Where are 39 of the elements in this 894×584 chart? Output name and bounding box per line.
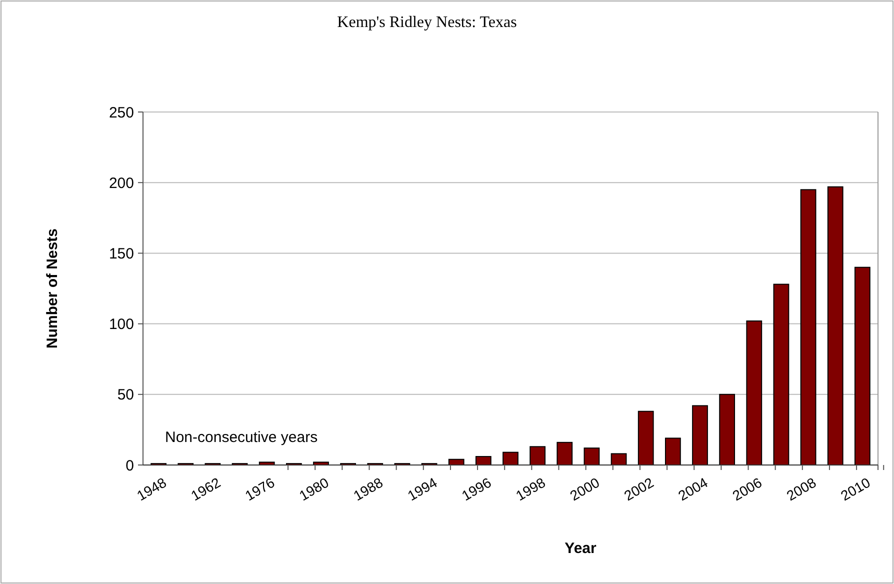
bar (773, 284, 790, 466)
x-tick-label: 1976 (242, 474, 278, 504)
bar (638, 410, 654, 466)
x-axis-title: Year (564, 540, 597, 557)
bar (530, 446, 546, 466)
y-tick-label: 100 (108, 316, 134, 334)
bar (664, 438, 681, 466)
y-tick-label: 250 (108, 104, 134, 122)
bar (827, 186, 844, 466)
x-tick-label: 1980 (296, 474, 332, 504)
x-tick-label: 1962 (188, 474, 224, 504)
bar (719, 394, 736, 466)
x-tick-label: 2006 (730, 474, 765, 504)
x-tick-label: 1996 (458, 474, 494, 504)
y-tick-label: 50 (117, 386, 134, 404)
y-tick-label: 0 (126, 457, 134, 474)
bar (502, 452, 518, 466)
chart-title: Kemp's Ridley Nests: Texas (337, 14, 517, 31)
bar (800, 189, 816, 466)
bar (854, 266, 870, 466)
x-tick-label: 1998 (512, 474, 548, 504)
bar (746, 320, 762, 466)
bar (475, 456, 492, 466)
x-tick-label: 2000 (567, 474, 602, 504)
x-tick-label: 1988 (350, 474, 386, 504)
x-tick-label: 1948 (134, 474, 170, 504)
annotation: Non-consecutive years (165, 429, 318, 446)
y-axis-title: Number of Nests (44, 228, 61, 349)
y-tick-label: 150 (108, 245, 134, 262)
bar (610, 453, 627, 466)
x-tick-label: 2008 (784, 474, 819, 504)
x-tick-label: 2004 (675, 474, 711, 504)
x-tick-label: 2010 (838, 474, 874, 504)
y-tick-label: 200 (108, 174, 134, 192)
x-tick-label: 1994 (404, 474, 440, 504)
x-tick-label: 2002 (621, 474, 656, 504)
bar (692, 405, 708, 466)
bar (556, 442, 573, 466)
bar (584, 448, 600, 466)
